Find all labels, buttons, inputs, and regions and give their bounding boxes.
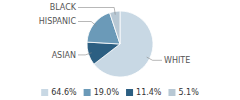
legend: 64.6% 19.0% 11.4% 5.1% [41, 88, 199, 97]
pie-slice [87, 42, 120, 64]
legend-item: 5.1% [168, 88, 199, 97]
legend-swatch [126, 89, 133, 96]
leader-line [78, 53, 92, 55]
pie-slice [110, 11, 120, 44]
pie [87, 11, 153, 77]
legend-label: 11.4% [136, 88, 162, 97]
leader-line [147, 57, 162, 60]
legend-swatch [168, 89, 175, 96]
legend-swatch [84, 89, 91, 96]
annotation: HISPANIC [39, 17, 77, 26]
legend-label: 64.6% [51, 88, 77, 97]
legend-item: 64.6% [41, 88, 77, 97]
annotation: ASIAN [52, 51, 76, 60]
legend-label: 19.0% [94, 88, 120, 97]
legend-label: 5.1% [178, 88, 199, 97]
annotation: WHITE [164, 56, 190, 65]
legend-item: 19.0% [84, 88, 120, 97]
leader-line [78, 8, 115, 15]
annotation: BLACK [50, 3, 77, 12]
legend-swatch [41, 89, 48, 96]
legend-item: 11.4% [126, 88, 162, 97]
leader-line [78, 22, 96, 26]
annotations: WHITE ASIAN HISPANIC BLACK [39, 3, 190, 65]
chart: WHITE ASIAN HISPANIC BLACK 64.6% 19.0% 11.4% 5.… [0, 0, 240, 100]
